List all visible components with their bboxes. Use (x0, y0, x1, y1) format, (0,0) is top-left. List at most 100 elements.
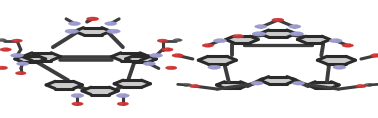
Circle shape (293, 81, 305, 85)
Circle shape (68, 22, 81, 25)
Circle shape (216, 39, 221, 41)
Circle shape (291, 25, 296, 27)
Circle shape (117, 102, 129, 106)
Circle shape (342, 44, 353, 47)
Circle shape (107, 22, 112, 24)
Circle shape (295, 82, 299, 83)
Circle shape (173, 39, 182, 42)
Circle shape (204, 44, 209, 46)
Ellipse shape (229, 36, 255, 43)
Ellipse shape (263, 30, 292, 37)
Circle shape (15, 72, 26, 75)
Ellipse shape (86, 87, 115, 94)
Circle shape (366, 84, 369, 85)
Circle shape (174, 54, 178, 56)
Circle shape (336, 66, 340, 67)
Ellipse shape (321, 57, 352, 64)
Circle shape (107, 29, 120, 33)
Circle shape (12, 39, 22, 42)
Ellipse shape (18, 56, 43, 62)
Circle shape (232, 34, 244, 38)
Circle shape (0, 67, 2, 68)
Circle shape (184, 84, 187, 85)
Ellipse shape (301, 36, 327, 43)
Circle shape (18, 72, 21, 73)
Circle shape (293, 32, 297, 34)
Circle shape (211, 66, 215, 67)
Circle shape (0, 39, 6, 42)
Ellipse shape (118, 80, 147, 87)
Circle shape (164, 48, 168, 50)
Circle shape (344, 44, 349, 46)
Circle shape (255, 25, 267, 28)
Circle shape (183, 84, 192, 86)
Circle shape (74, 94, 78, 96)
Circle shape (71, 22, 75, 24)
Circle shape (189, 84, 200, 88)
Circle shape (356, 84, 366, 88)
Circle shape (370, 54, 378, 57)
Circle shape (0, 48, 11, 51)
Ellipse shape (220, 82, 245, 88)
Circle shape (87, 17, 99, 21)
Circle shape (119, 103, 123, 104)
Circle shape (19, 63, 23, 64)
Ellipse shape (310, 82, 336, 88)
Ellipse shape (50, 82, 79, 88)
Circle shape (14, 40, 17, 41)
Circle shape (208, 65, 221, 69)
Circle shape (162, 48, 173, 51)
Circle shape (214, 39, 226, 43)
Ellipse shape (115, 53, 146, 60)
Circle shape (373, 54, 376, 56)
Circle shape (202, 44, 214, 47)
Circle shape (65, 29, 79, 33)
Ellipse shape (26, 53, 57, 60)
Circle shape (89, 18, 93, 19)
Circle shape (252, 32, 266, 36)
Circle shape (332, 39, 336, 41)
Circle shape (116, 94, 129, 98)
Circle shape (146, 63, 150, 64)
Circle shape (157, 39, 168, 42)
Circle shape (274, 19, 279, 20)
Circle shape (105, 22, 117, 25)
Circle shape (168, 67, 172, 68)
Circle shape (172, 54, 183, 57)
Circle shape (160, 40, 163, 41)
Circle shape (364, 84, 373, 86)
Circle shape (72, 102, 83, 106)
Ellipse shape (202, 57, 232, 64)
Circle shape (272, 18, 284, 22)
Circle shape (0, 66, 8, 70)
Ellipse shape (129, 56, 153, 62)
Circle shape (192, 85, 195, 86)
Ellipse shape (78, 28, 107, 35)
Circle shape (74, 103, 78, 104)
Circle shape (11, 53, 23, 57)
Circle shape (251, 81, 263, 85)
Circle shape (253, 82, 258, 83)
Ellipse shape (263, 77, 292, 84)
Circle shape (150, 53, 163, 57)
Circle shape (329, 39, 342, 43)
Circle shape (255, 32, 260, 34)
Circle shape (71, 94, 84, 98)
Circle shape (175, 39, 178, 40)
Circle shape (290, 32, 304, 36)
Circle shape (0, 39, 2, 40)
Circle shape (109, 30, 114, 31)
Circle shape (152, 54, 157, 56)
Circle shape (358, 85, 361, 86)
Circle shape (17, 62, 29, 66)
Circle shape (143, 62, 155, 66)
Circle shape (119, 94, 124, 96)
Circle shape (289, 25, 301, 28)
Circle shape (333, 65, 346, 69)
Circle shape (2, 48, 6, 50)
Circle shape (68, 30, 73, 31)
Circle shape (166, 66, 177, 70)
Circle shape (257, 25, 262, 27)
Circle shape (235, 35, 239, 36)
Circle shape (13, 54, 18, 56)
